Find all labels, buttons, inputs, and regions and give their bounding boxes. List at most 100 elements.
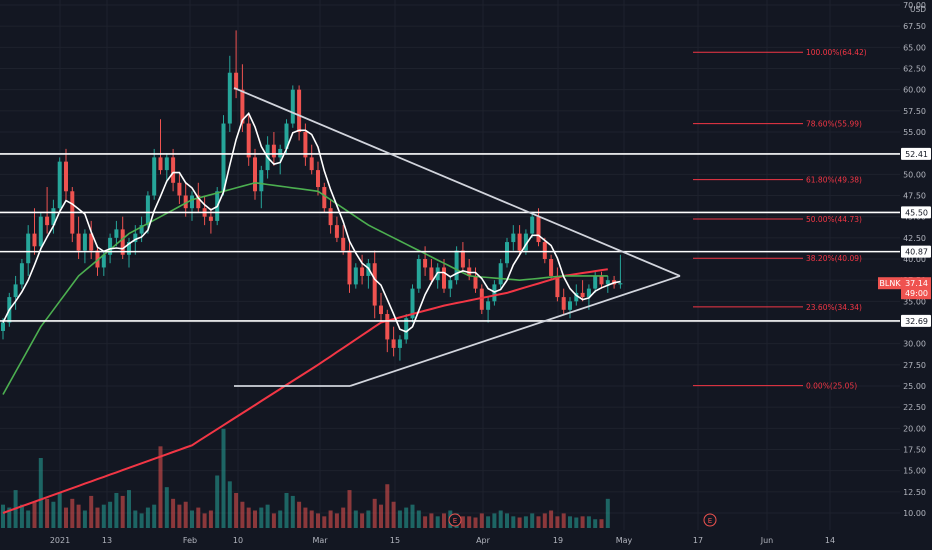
candle-body bbox=[246, 123, 251, 158]
x-tick-label: 2021 bbox=[50, 536, 70, 545]
candle-body bbox=[328, 208, 333, 226]
volume-bar bbox=[45, 498, 50, 528]
volume-bar bbox=[70, 498, 75, 528]
candle-body bbox=[19, 263, 24, 285]
y-tick-label: 27.50 bbox=[903, 361, 926, 370]
volume-bar bbox=[416, 510, 421, 528]
last-price-text: 37.14 bbox=[905, 279, 928, 288]
x-tick-label: May bbox=[616, 536, 633, 545]
volume-bar bbox=[177, 504, 182, 528]
candle-body bbox=[95, 250, 100, 268]
candle-body bbox=[379, 305, 383, 315]
volume-bar bbox=[101, 504, 106, 528]
candle-body bbox=[38, 216, 43, 247]
volume-bar bbox=[385, 484, 390, 528]
candle-body bbox=[297, 89, 302, 132]
candle-body bbox=[101, 254, 106, 268]
level-price-badge-text: 45.50 bbox=[905, 208, 928, 217]
price-axis-panel[interactable] bbox=[900, 0, 932, 550]
candle-body bbox=[542, 242, 547, 259]
candle-body bbox=[139, 225, 144, 234]
volume-bar bbox=[366, 510, 371, 528]
candles bbox=[1, 30, 623, 361]
earnings-event-icon bbox=[703, 513, 717, 527]
level-price-badge-text: 52.41 bbox=[905, 150, 928, 159]
volume-bar bbox=[297, 501, 302, 528]
volume-bar bbox=[158, 446, 163, 528]
time-axis: 2021 13 Feb 10 Mar 15 Apr 19 May 17 Jun 14 bbox=[50, 536, 835, 545]
candle-body bbox=[429, 267, 434, 281]
y-tick-label: 15.00 bbox=[903, 467, 926, 476]
candle-body bbox=[253, 157, 257, 192]
volume-bar bbox=[410, 504, 415, 528]
candle-body bbox=[26, 233, 31, 264]
volume-bar bbox=[57, 493, 62, 528]
volume-bar bbox=[498, 510, 503, 528]
volume-bar bbox=[183, 501, 188, 528]
volume-bar bbox=[265, 504, 270, 528]
candle-body bbox=[618, 283, 623, 285]
volume-bar bbox=[599, 519, 604, 528]
y-tick-label: 12.50 bbox=[903, 488, 926, 497]
y-tick-label: 57.50 bbox=[903, 107, 926, 116]
volume-bar bbox=[196, 507, 201, 528]
level-price-badge bbox=[901, 147, 931, 160]
volume-bar bbox=[593, 519, 598, 528]
volume-bar bbox=[486, 516, 491, 528]
volume-bar bbox=[38, 458, 43, 528]
horizontal-levels[interactable] bbox=[0, 153, 900, 322]
volume-bar bbox=[555, 516, 560, 528]
triangle-pattern[interactable] bbox=[233, 87, 681, 387]
candle-body bbox=[240, 89, 245, 124]
fibonacci-retracement[interactable]: 100.00%(64.42) 78.60%(55.99) 61.80%(49.38)… bbox=[693, 48, 867, 391]
level-price-badge bbox=[901, 314, 931, 327]
candle-body bbox=[448, 280, 453, 289]
x-tick-label: Mar bbox=[312, 536, 328, 545]
volume-bar bbox=[114, 493, 119, 528]
y-tick-label: 50.00 bbox=[903, 170, 926, 179]
candle-body bbox=[89, 233, 94, 251]
y-tick-label: 10.00 bbox=[903, 509, 926, 518]
candle-body bbox=[334, 225, 339, 238]
earnings-event-letter: E bbox=[708, 517, 712, 525]
candle-body bbox=[410, 288, 415, 319]
volume-bar bbox=[391, 501, 396, 528]
moving-averages bbox=[2, 111, 621, 514]
volume-bar bbox=[360, 513, 365, 528]
candle-body bbox=[505, 242, 509, 264]
candle-body bbox=[76, 233, 81, 251]
candle-body bbox=[127, 242, 131, 255]
volume-bar bbox=[479, 513, 484, 528]
volume-bar bbox=[586, 516, 591, 528]
ticker-badge bbox=[878, 277, 902, 290]
volume-bar bbox=[290, 495, 295, 528]
candle-body bbox=[574, 292, 579, 302]
candle-body bbox=[221, 123, 226, 192]
volume-bar bbox=[64, 507, 68, 528]
candle-body bbox=[523, 233, 528, 251]
volume-bar bbox=[26, 510, 31, 528]
countdown-text: 49:00 bbox=[905, 289, 928, 298]
triangle-lower-trendline bbox=[349, 275, 681, 387]
candle-body bbox=[82, 233, 87, 251]
volume-bar bbox=[95, 507, 100, 528]
candle-body bbox=[586, 288, 591, 298]
volume-bar bbox=[1, 504, 5, 528]
volume-bar bbox=[32, 501, 37, 528]
fib-level-label: 78.60%(55.99) bbox=[806, 120, 862, 129]
x-tick-label: 19 bbox=[553, 536, 563, 545]
candle-body bbox=[303, 132, 308, 158]
candle-body bbox=[152, 157, 157, 196]
candle-body bbox=[322, 187, 327, 209]
level-price-badge bbox=[901, 245, 931, 258]
candle-body bbox=[517, 233, 522, 251]
volume-bar bbox=[127, 490, 131, 528]
volume-bar bbox=[133, 510, 138, 528]
candle-body bbox=[397, 339, 402, 348]
candle-body bbox=[385, 314, 390, 340]
volume-bar bbox=[278, 510, 283, 528]
candle-body bbox=[177, 182, 182, 196]
